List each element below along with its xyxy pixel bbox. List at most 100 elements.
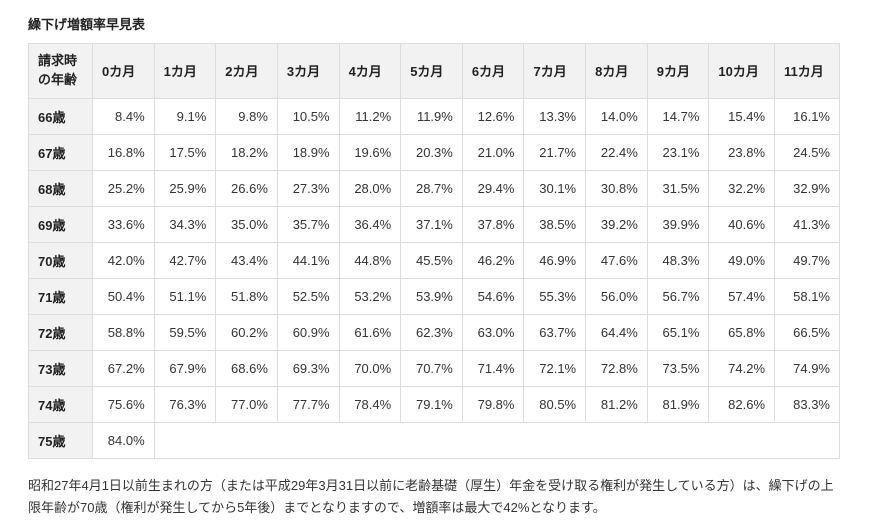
rate-cell: 60.9% xyxy=(276,313,340,351)
rate-cell: 72.1% xyxy=(523,349,587,387)
rate-cell: 15.4% xyxy=(708,97,776,135)
rate-cell: 72.8% xyxy=(585,349,648,387)
rate-cell: 30.1% xyxy=(523,169,587,207)
age-row-header: 69歳 xyxy=(28,205,93,243)
rate-cell: 81.2% xyxy=(585,385,648,423)
rate-cell: 23.8% xyxy=(708,133,776,171)
rate-cell: 31.5% xyxy=(646,169,710,207)
age-row-header: 67歳 xyxy=(28,133,93,171)
table-row: 73歳 67.2% 67.9% 68.6% 69.3% 70.0% 70.7% 71.4% 72… xyxy=(28,349,840,387)
rate-cell: 76.3% xyxy=(153,385,217,423)
rate-cell: 43.4% xyxy=(215,241,278,279)
rate-cell: 9.8% xyxy=(215,97,278,135)
month-column-header: 0カ月 xyxy=(92,43,155,99)
rate-cell: 16.8% xyxy=(92,133,155,171)
rate-cell: 47.6% xyxy=(585,241,648,279)
empty-cell xyxy=(153,421,841,459)
rate-cell: 78.4% xyxy=(338,385,402,423)
rate-cell: 42.7% xyxy=(153,241,217,279)
rate-cell: 44.8% xyxy=(338,241,402,279)
rate-cell: 14.7% xyxy=(646,97,710,135)
rate-cell: 38.5% xyxy=(523,205,587,243)
rate-cell: 74.9% xyxy=(774,349,840,387)
increase-rate-table: 請求時の年齢 0カ月 1カ月 2カ月 3カ月 4カ月 5カ月 6カ月 7カ月 8カ月 9カ月 10カ… xyxy=(28,43,841,459)
rate-cell: 50.4% xyxy=(92,277,155,315)
rate-cell: 65.1% xyxy=(646,313,710,351)
age-row-header: 74歳 xyxy=(28,385,93,423)
rate-cell: 18.9% xyxy=(276,133,340,171)
rate-cell: 51.8% xyxy=(215,277,278,315)
rate-cell: 37.1% xyxy=(400,205,463,243)
table-row: 70歳 42.0% 42.7% 43.4% 44.1% 44.8% 45.5% 46.2% 46… xyxy=(28,241,840,279)
rate-cell: 28.7% xyxy=(400,169,463,207)
table-row: 68歳 25.2% 25.9% 26.6% 27.3% 28.0% 28.7% 29.4% 30… xyxy=(28,169,840,207)
table-body: 66歳 8.4% 9.1% 9.8% 10.5% 11.2% 11.9% 12.6% 13.3%… xyxy=(28,97,841,459)
rate-cell: 35.0% xyxy=(215,205,278,243)
rate-cell: 8.4% xyxy=(92,97,155,135)
month-column-header: 4カ月 xyxy=(338,43,402,99)
rate-cell: 11.9% xyxy=(400,97,463,135)
rate-cell: 29.4% xyxy=(461,169,525,207)
footnote-text: 昭和27年4月1日以前生まれの方（または平成29年3月31日以前に老齢基礎（厚生… xyxy=(28,477,834,516)
rate-cell: 39.9% xyxy=(646,205,710,243)
rate-cell: 70.7% xyxy=(400,349,463,387)
rate-cell: 40.6% xyxy=(708,205,776,243)
rate-cell: 81.9% xyxy=(646,385,710,423)
age-row-header: 68歳 xyxy=(28,169,93,207)
table-row: 72歳 58.8% 59.5% 60.2% 60.9% 61.6% 62.3% 63.0% 63… xyxy=(28,313,840,351)
corner-header-claim-age: 請求時の年齢 xyxy=(28,43,93,99)
month-column-header: 7カ月 xyxy=(523,43,587,99)
rate-cell: 23.1% xyxy=(646,133,710,171)
rate-cell: 56.0% xyxy=(585,277,648,315)
month-column-header: 3カ月 xyxy=(276,43,340,99)
rate-cell: 34.3% xyxy=(153,205,217,243)
rate-cell: 20.3% xyxy=(400,133,463,171)
rate-cell: 46.9% xyxy=(523,241,587,279)
rate-cell: 62.3% xyxy=(400,313,463,351)
rate-cell: 35.7% xyxy=(276,205,340,243)
rate-cell: 33.6% xyxy=(92,205,155,243)
rate-cell: 16.1% xyxy=(774,97,840,135)
rate-cell: 24.5% xyxy=(774,133,840,171)
rate-cell: 67.2% xyxy=(92,349,155,387)
rate-cell: 18.2% xyxy=(215,133,278,171)
rate-cell: 56.7% xyxy=(646,277,710,315)
rate-cell: 25.2% xyxy=(92,169,155,207)
rate-cell: 65.8% xyxy=(708,313,776,351)
rate-cell: 44.1% xyxy=(276,241,340,279)
month-column-header: 2カ月 xyxy=(215,43,278,99)
rate-cell: 49.0% xyxy=(708,241,776,279)
month-column-header: 8カ月 xyxy=(585,43,648,99)
rate-cell: 39.2% xyxy=(585,205,648,243)
age-row-header: 70歳 xyxy=(28,241,93,279)
rate-cell: 21.0% xyxy=(461,133,525,171)
rate-cell: 77.7% xyxy=(276,385,340,423)
rate-cell: 79.1% xyxy=(400,385,463,423)
rate-cell: 48.3% xyxy=(646,241,710,279)
rate-cell: 41.3% xyxy=(774,205,840,243)
rate-cell: 63.0% xyxy=(461,313,525,351)
rate-cell: 25.9% xyxy=(153,169,217,207)
rate-cell: 32.2% xyxy=(708,169,776,207)
rate-cell: 68.6% xyxy=(215,349,278,387)
rate-cell: 54.6% xyxy=(461,277,525,315)
rate-cell: 32.9% xyxy=(774,169,840,207)
rate-cell: 69.3% xyxy=(276,349,340,387)
rate-cell: 42.0% xyxy=(92,241,155,279)
rate-cell: 61.6% xyxy=(338,313,402,351)
rate-cell: 51.1% xyxy=(153,277,217,315)
rate-cell: 75.6% xyxy=(92,385,155,423)
rate-cell: 80.5% xyxy=(523,385,587,423)
rate-cell: 37.8% xyxy=(461,205,525,243)
age-row-header: 75歳 xyxy=(28,421,93,459)
age-row-header: 72歳 xyxy=(28,313,93,351)
rate-cell: 14.0% xyxy=(585,97,648,135)
rate-cell: 45.5% xyxy=(400,241,463,279)
month-column-header: 10カ月 xyxy=(708,43,776,99)
month-column-header: 9カ月 xyxy=(646,43,710,99)
rate-cell: 10.5% xyxy=(276,97,340,135)
rate-cell: 53.9% xyxy=(400,277,463,315)
rate-cell: 58.8% xyxy=(92,313,155,351)
rate-cell: 71.4% xyxy=(461,349,525,387)
rate-cell: 30.8% xyxy=(585,169,648,207)
